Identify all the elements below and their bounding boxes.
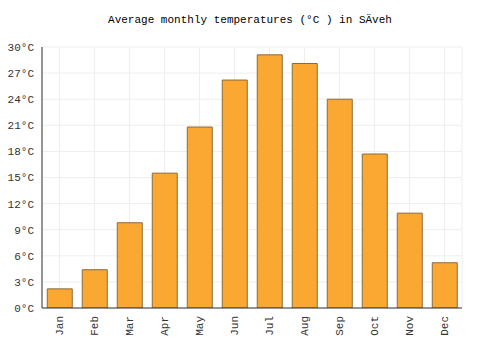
svg-text:15°C: 15°C (8, 172, 34, 184)
svg-text:18°C: 18°C (8, 146, 34, 158)
svg-text:Aug: Aug (299, 316, 311, 336)
svg-text:Oct: Oct (369, 316, 381, 336)
html-text:Average monthly temperatures (: Average monthly temperatures (°C ) in SÄ… (108, 14, 392, 26)
svg-text:Mar: Mar (124, 316, 136, 336)
svg-text:Apr: Apr (159, 316, 171, 336)
svg-text:0°C: 0°C (14, 303, 34, 315)
svg-text:Feb: Feb (89, 316, 101, 336)
svg-text:May: May (194, 316, 206, 336)
svg-text:3°C: 3°C (14, 277, 34, 289)
svg-text:Jun: Jun (229, 316, 241, 336)
svg-text:Nov: Nov (404, 316, 416, 336)
svg-text:12°C: 12°C (8, 199, 34, 211)
svg-text:27°C: 27°C (8, 68, 34, 80)
svg-text:Sep: Sep (334, 316, 346, 336)
svg-text:Dec: Dec (439, 316, 451, 336)
svg-text:Jul: Jul (264, 316, 276, 336)
svg-text:9°C: 9°C (14, 225, 34, 237)
svg-text:Jan: Jan (54, 316, 66, 336)
svg-text:30°C: 30°C (8, 42, 34, 54)
svg-text:6°C: 6°C (14, 251, 34, 263)
svg-text:24°C: 24°C (8, 94, 34, 106)
svg-text:21°C: 21°C (8, 120, 34, 132)
